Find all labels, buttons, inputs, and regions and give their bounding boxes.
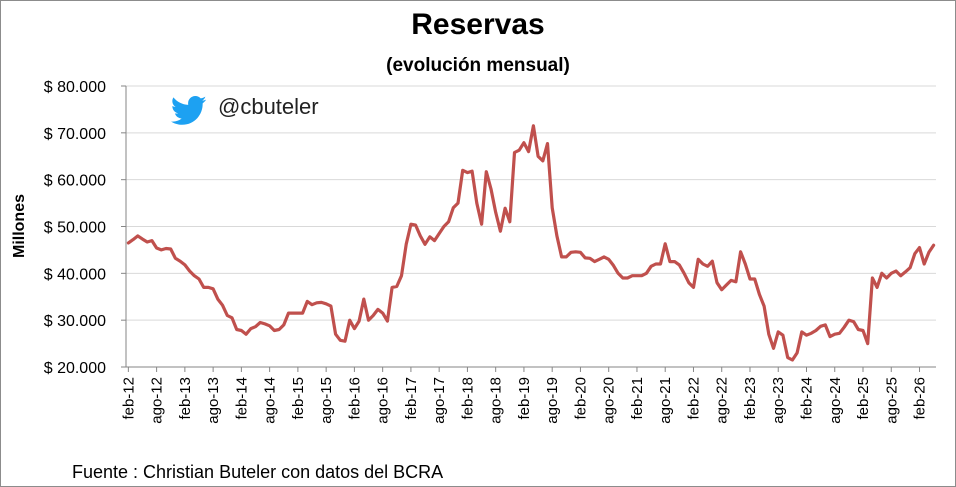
x-tick-label: feb-17 [403,377,420,420]
twitter-handle: @cbuteler [218,94,319,119]
y-tick-label: $ 70.000 [44,126,106,143]
x-tick-label: ago-23 [770,377,787,424]
y-axis-label: Millones [11,194,28,258]
y-tick-label: $ 80.000 [44,79,106,96]
x-tick-label: feb-18 [459,377,476,420]
x-tick-label: ago-19 [544,377,561,424]
x-tick-label: feb-21 [629,377,646,420]
x-tick-label: ago-17 [431,377,448,424]
x-tick-labels: feb-12 ago-12 feb-13 ago-13 feb-14 ago-14 feb-… [120,377,928,424]
x-tick-label: feb-22 [685,377,702,420]
twitter-bird-icon [171,96,207,125]
x-tick-label: ago-18 [488,377,505,424]
series-line-reservas [126,124,936,362]
gridlines [126,85,936,321]
series-layer [126,124,936,362]
source-note: Fuente : Christian Buteler con datos del… [72,462,444,482]
chart-subtitle: (evolución mensual) [386,55,570,76]
x-tick-label: ago-13 [205,377,222,424]
x-tick-label: ago-25 [883,377,900,424]
x-tick-label: feb-16 [346,377,363,420]
x-tick-label: ago-24 [827,377,844,424]
x-tick-label: feb-15 [290,377,307,420]
x-tick-label: feb-23 [742,377,759,420]
x-tick-label: feb-12 [120,377,137,420]
x-tick-label: feb-25 [855,377,872,420]
x-tick-label: ago-22 [714,377,731,424]
y-tick-label: $ 20.000 [44,360,106,377]
y-tick-labels: $ 20.000 $ 30.000 $ 40.000 $ 50.000 $ 60.000… [44,79,106,377]
x-tick-label: feb-13 [177,377,194,420]
x-tick-label: ago-14 [262,377,279,424]
chart-title: Reservas [411,8,545,41]
x-tick-label: feb-20 [572,377,589,420]
x-tick-label: feb-14 [233,377,250,420]
axes [121,85,936,372]
y-tick-label: $ 30.000 [44,313,106,330]
x-tick-label: feb-19 [516,377,533,420]
x-tick-label: ago-15 [318,377,335,424]
x-tick-label: feb-26 [912,377,929,420]
x-tick-label: ago-21 [657,377,674,424]
x-tick-label: ago-16 [375,377,392,424]
x-tick-label: feb-24 [798,377,815,420]
x-tick-label: ago-12 [149,377,166,424]
x-tick-label: ago-20 [601,377,618,424]
y-tick-label: $ 50.000 [44,220,106,237]
y-tick-label: $ 40.000 [44,266,106,283]
y-tick-label: $ 60.000 [44,173,106,190]
